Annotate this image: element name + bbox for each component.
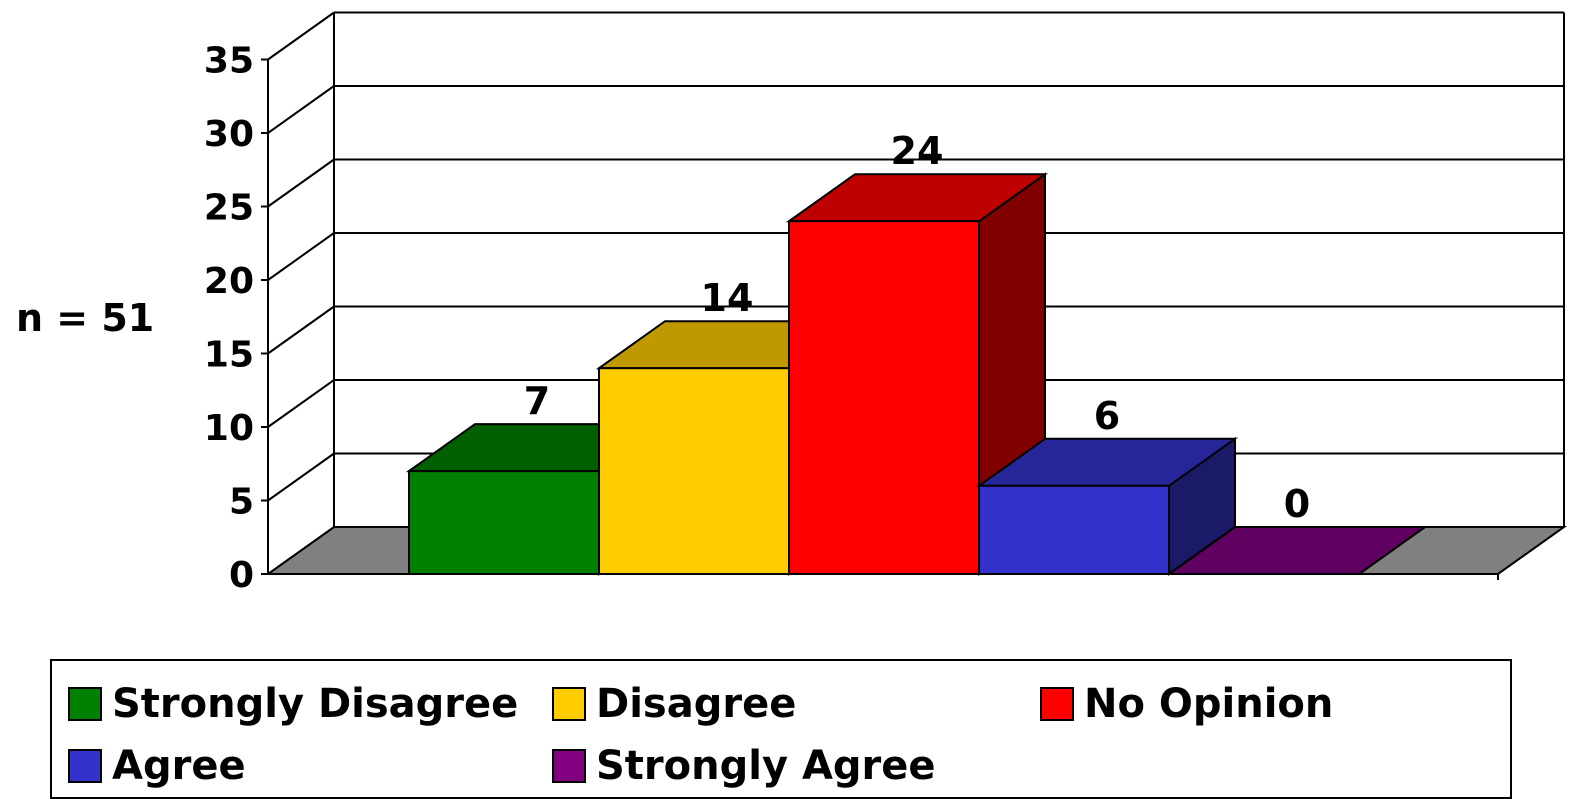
gridline-diagonal [267, 11, 335, 61]
legend-item-agree: Agree [68, 743, 246, 789]
legend-swatch-strongly-agree [552, 749, 586, 783]
gridline-diagonal [267, 158, 335, 208]
gridline-diagonal [267, 85, 335, 134]
bar-strongly-agree [1165, 526, 1429, 575]
y-tick-label: 25 [204, 188, 254, 229]
bar-front [788, 220, 980, 575]
legend-swatch-disagree [552, 687, 586, 721]
bar-top [1165, 526, 1429, 575]
y-tick-label: 5 [229, 482, 254, 523]
bar-agree [975, 436, 1239, 576]
data-label-strongly-disagree: 7 [524, 379, 550, 423]
bar-front [978, 484, 1170, 575]
data-label-strongly-agree: 0 [1284, 482, 1310, 526]
y-tick-label: 15 [204, 335, 254, 376]
legend-swatch-agree [68, 749, 102, 783]
data-labels: 7 14 24 6 0 [524, 129, 1310, 526]
y-tick-label: 30 [204, 114, 254, 155]
gridline-diagonal [267, 305, 335, 355]
gridline-diagonal [267, 452, 335, 502]
legend-label-strongly-agree: Strongly Agree [596, 743, 936, 789]
legend-swatch-no-opinion [1040, 687, 1074, 721]
legend-item-strongly-agree: Strongly Agree [552, 743, 936, 789]
chart-bars [405, 172, 1429, 576]
bar-front [408, 470, 600, 576]
y-tick-label: 35 [204, 41, 254, 82]
y-tick-labels: 0 5 10 15 20 25 30 35 [204, 41, 268, 596]
legend-swatch-strongly-disagree [68, 687, 102, 721]
bar-chart: 0 5 10 15 20 25 30 35 7 14 24 6 0 [204, 11, 1568, 596]
legend-label-disagree: Disagree [596, 681, 797, 727]
legend-label-agree: Agree [112, 743, 246, 789]
y-tick-label: 10 [204, 408, 254, 449]
sample-size-label: n = 51 [16, 296, 155, 340]
legend-label-strongly-disagree: Strongly Disagree [112, 681, 519, 727]
legend-item-disagree: Disagree [552, 681, 796, 727]
y-tick-label: 20 [204, 261, 254, 302]
data-label-agree: 6 [1094, 394, 1120, 438]
data-label-disagree: 14 [701, 276, 754, 320]
gridline-diagonal [267, 232, 335, 281]
y-tick-label: 0 [229, 555, 254, 596]
gridline-diagonal [267, 379, 335, 428]
data-label-no-opinion: 24 [891, 129, 944, 173]
legend-item-no-opinion: No Opinion [1040, 681, 1333, 727]
legend-label-no-opinion: No Opinion [1084, 681, 1334, 727]
legend-item-strongly-disagree: Strongly Disagree [68, 681, 518, 727]
chart-legend: Strongly Disagree Disagree No Opinion Ag… [50, 659, 1512, 799]
bar-front [598, 367, 790, 576]
